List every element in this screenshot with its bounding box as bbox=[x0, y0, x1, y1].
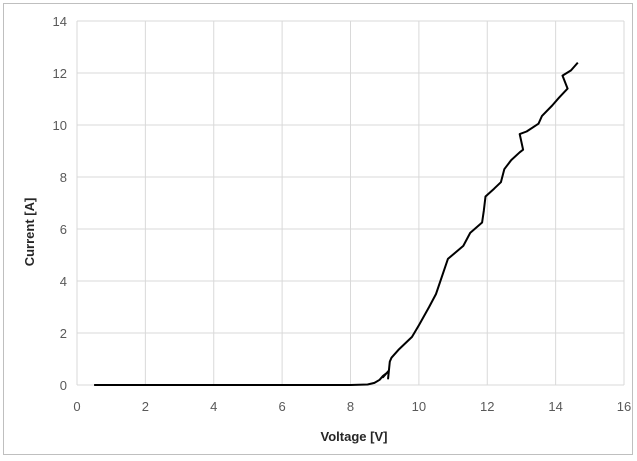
x-tick-label: 0 bbox=[73, 399, 80, 414]
y-tick-label: 0 bbox=[60, 378, 67, 393]
x-tick-label: 6 bbox=[279, 399, 286, 414]
y-tick-label: 10 bbox=[53, 118, 67, 133]
x-tick-label: 10 bbox=[412, 399, 426, 414]
x-tick-label: 2 bbox=[142, 399, 149, 414]
x-tick-label: 4 bbox=[210, 399, 217, 414]
x-tick-label: 8 bbox=[347, 399, 354, 414]
x-tick-labels: 0 2 4 6 8 10 12 14 16 bbox=[73, 399, 631, 414]
x-axis-title: Voltage [V] bbox=[321, 429, 388, 444]
y-axis-title: Current [A] bbox=[22, 198, 37, 267]
series-line bbox=[94, 61, 579, 386]
gridlines bbox=[76, 20, 625, 386]
y-tick-label: 2 bbox=[60, 326, 67, 341]
current-voltage-chart: 0 2 4 6 8 10 12 14 16 0 2 4 6 8 10 12 14 Voltage [V] Cu… bbox=[22, 14, 631, 444]
y-tick-label: 4 bbox=[60, 274, 67, 289]
y-tick-label: 8 bbox=[60, 170, 67, 185]
y-tick-label: 14 bbox=[53, 14, 67, 29]
y-tick-label: 12 bbox=[53, 66, 67, 81]
y-tick-labels: 0 2 4 6 8 10 12 14 bbox=[53, 14, 67, 393]
chart-frame: 0 2 4 6 8 10 12 14 16 0 2 4 6 8 10 12 14 Voltage [V] Cu… bbox=[3, 3, 633, 455]
x-tick-label: 16 bbox=[617, 399, 631, 414]
series-layer bbox=[94, 61, 579, 386]
x-tick-label: 12 bbox=[480, 399, 494, 414]
x-tick-label: 14 bbox=[548, 399, 562, 414]
y-tick-label: 6 bbox=[60, 222, 67, 237]
